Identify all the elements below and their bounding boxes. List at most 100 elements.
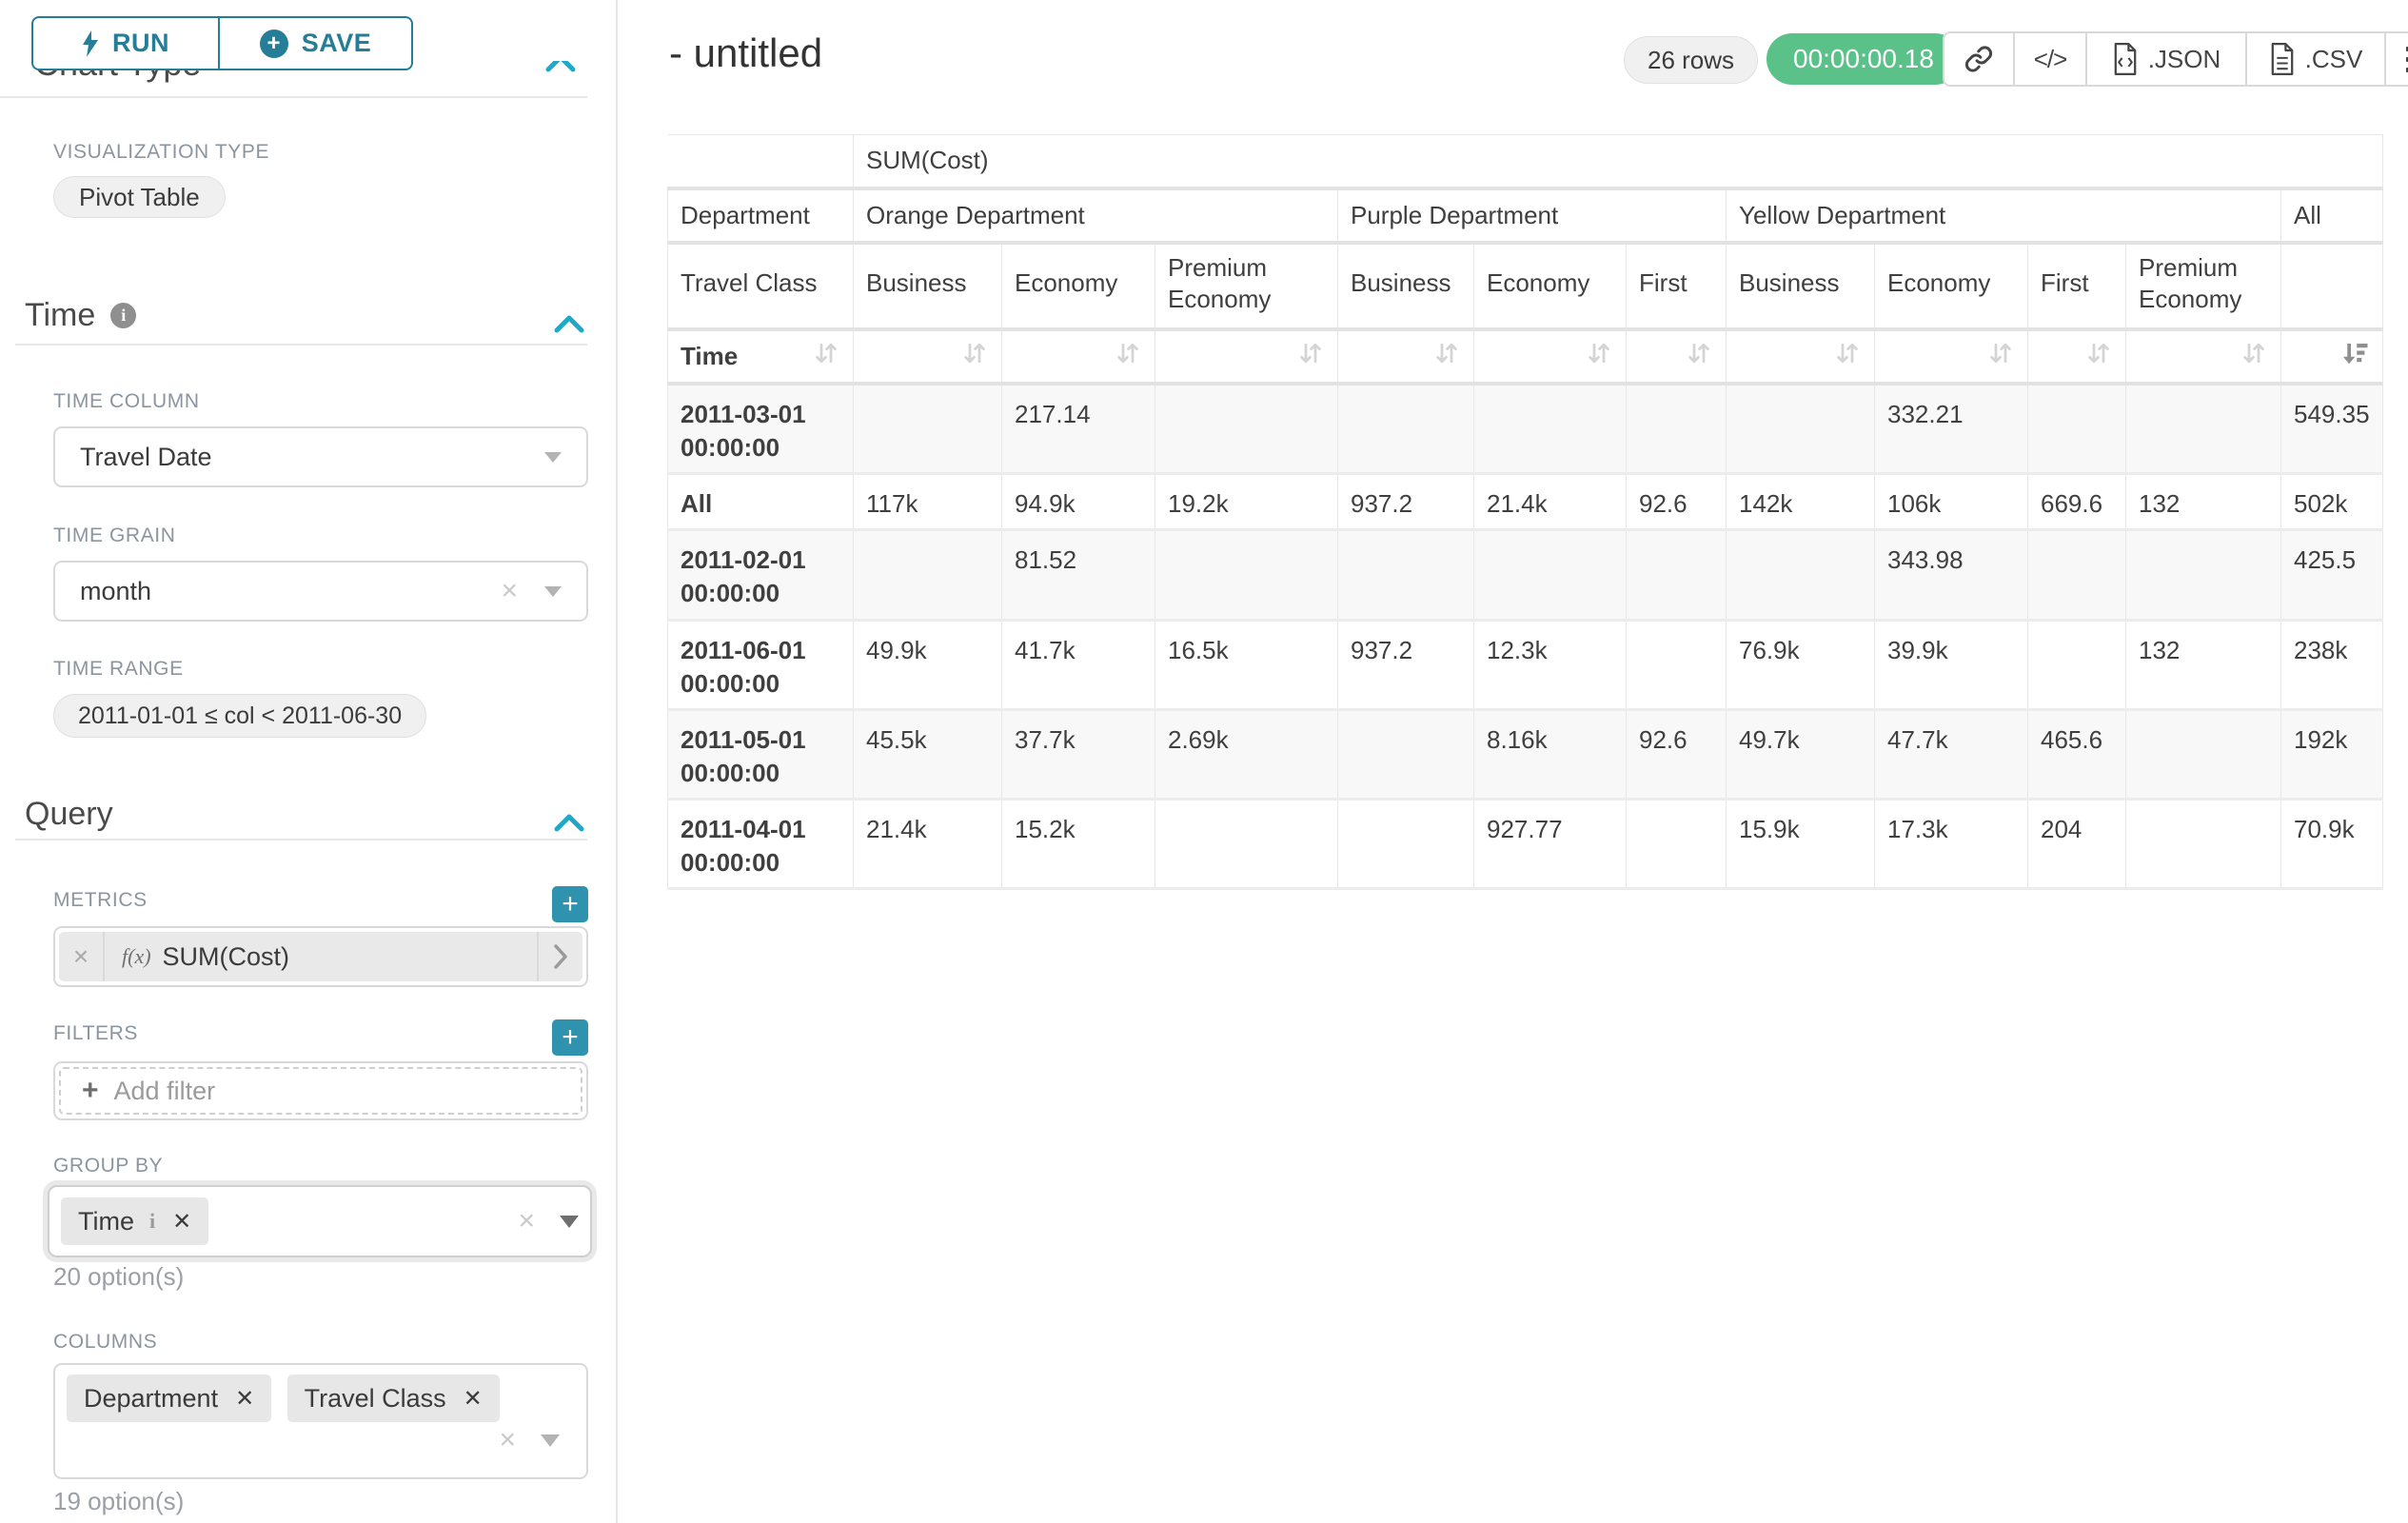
remove-tag-icon[interactable]: ✕ xyxy=(172,1208,192,1235)
group-by-tag: Time i ✕ xyxy=(61,1197,209,1245)
columns-select[interactable]: Department ✕ Travel Class ✕ × xyxy=(53,1363,588,1479)
pivot-row-label: 2011-04-01 00:00:00 xyxy=(667,798,854,891)
remove-tag-icon[interactable]: ✕ xyxy=(235,1385,255,1412)
sort-icon[interactable] xyxy=(1585,339,1613,374)
metric-pill[interactable]: × f(x) SUM(Cost) xyxy=(59,932,582,981)
clear-icon[interactable]: × xyxy=(518,1205,535,1236)
chevron-down-icon[interactable] xyxy=(541,1434,560,1447)
columns-options-hint: 19 option(s) xyxy=(53,1487,185,1515)
chevron-right-icon[interactable] xyxy=(537,932,582,981)
pivot-value-cell xyxy=(1726,383,1875,476)
pivot-value-cell: 81.52 xyxy=(1001,529,1155,622)
time-column-select[interactable]: Travel Date xyxy=(53,426,588,487)
sort-icon-wrap xyxy=(1015,339,1142,374)
pivot-colgroup-header: Yellow Department xyxy=(1726,188,2281,245)
sort-icon[interactable] xyxy=(1833,339,1862,374)
group-by-select[interactable]: Time i ✕ × xyxy=(48,1185,592,1257)
pivot-colgroup-header: All xyxy=(2280,188,2383,245)
sort-icon[interactable] xyxy=(1986,339,2015,374)
pivot-sort-cell xyxy=(2280,328,2383,386)
chevron-up-icon[interactable] xyxy=(544,61,582,73)
chevron-down-icon[interactable] xyxy=(560,1215,579,1228)
pivot-sort-cell xyxy=(853,328,1002,386)
pivot-value-cell xyxy=(2027,619,2126,711)
time-range-label: TIME RANGE xyxy=(53,658,184,680)
sort-icon[interactable] xyxy=(2084,339,2113,374)
sort-descending-icon[interactable] xyxy=(2341,339,2370,374)
sort-icon-wrap xyxy=(1739,339,1862,374)
pivot-data-row: 2011-05-01 00:00:00 45.5k 37.7k 2.69k 8.16k 9… xyxy=(667,708,2383,801)
chart-title[interactable]: - untitled xyxy=(669,30,823,75)
pivot-value-cell: 332.21 xyxy=(1874,383,2028,476)
view-query-button[interactable]: </> xyxy=(2015,33,2087,85)
pivot-value-cell: 41.7k xyxy=(1001,619,1155,711)
pivot-travel-class-row: Travel Class Business Economy Premium Econo… xyxy=(667,242,2383,332)
columns-tag-label: Department xyxy=(84,1383,219,1413)
remove-tag-icon[interactable]: ✕ xyxy=(463,1385,483,1412)
run-button[interactable]: RUN xyxy=(33,18,220,69)
time-grain-select[interactable]: month × xyxy=(53,561,588,622)
sort-icon-wrap xyxy=(1168,339,1325,374)
sort-icon-wrap xyxy=(1639,339,1713,374)
chevron-up-icon[interactable] xyxy=(554,803,584,841)
pivot-value-cell xyxy=(1626,798,1727,891)
visualization-type-value[interactable]: Pivot Table xyxy=(53,176,226,218)
pivot-value-cell: 142k xyxy=(1726,473,1875,532)
sort-icon[interactable] xyxy=(812,339,840,374)
group-by-tag-label: Time xyxy=(78,1206,134,1236)
chevron-up-icon[interactable] xyxy=(554,305,584,342)
link-icon xyxy=(1964,46,1993,72)
pivot-col-header: First xyxy=(2027,242,2126,332)
chevron-down-icon xyxy=(544,451,562,463)
sort-icon[interactable] xyxy=(2240,339,2268,374)
pivot-sort-row: Time xyxy=(667,328,2383,386)
pivot-col-header: Economy xyxy=(1874,242,2028,332)
pivot-value-cell: 132 xyxy=(2125,619,2281,711)
pivot-metric-header: SUM(Cost) xyxy=(853,134,2383,190)
export-json-label: .JSON xyxy=(2147,44,2221,73)
pivot-value-cell: 937.2 xyxy=(1337,619,1474,711)
save-button[interactable]: + SAVE xyxy=(220,18,411,69)
pivot-value-cell: 132 xyxy=(2125,473,2281,532)
pivot-data-row: All 117k 94.9k 19.2k 937.2 21.4k 92.6 142k 106k 6… xyxy=(667,473,2383,532)
clear-icon[interactable]: × xyxy=(501,575,518,606)
pivot-sort-cell xyxy=(1337,328,1474,386)
export-csv-button[interactable]: .CSV xyxy=(2247,33,2386,85)
sort-icon[interactable] xyxy=(960,339,989,374)
pivot-col-header: Business xyxy=(853,242,1002,332)
pivot-row-label: 2011-06-01 00:00:00 xyxy=(667,619,854,711)
clear-icon[interactable]: × xyxy=(499,1424,516,1455)
pivot-data-row: 2011-03-01 00:00:00 217.14 332.21 549.35 xyxy=(667,383,2383,476)
pivot-row-label: 2011-02-01 00:00:00 xyxy=(667,529,854,622)
pivot-row-label: 2011-03-01 00:00:00 xyxy=(667,383,854,476)
pivot-value-cell xyxy=(2125,529,2281,622)
pivot-colgroup-header: Orange Department xyxy=(853,188,1338,245)
metric-name: SUM(Cost) xyxy=(162,941,290,971)
pivot-value-cell: 117k xyxy=(853,473,1002,532)
more-options-button[interactable] xyxy=(2386,33,2408,85)
pivot-value-cell xyxy=(2027,529,2126,622)
remove-metric-icon[interactable]: × xyxy=(59,932,105,981)
divider xyxy=(15,344,587,346)
add-filter-button[interactable]: + xyxy=(552,1019,588,1056)
pivot-data-row: 2011-04-01 00:00:00 21.4k 15.2k 927.77 15.9k… xyxy=(667,798,2383,891)
pivot-col-header xyxy=(2280,242,2383,332)
pivot-metric-row: SUM(Cost) xyxy=(667,134,2383,190)
pivot-value-cell: 425.5 xyxy=(2280,529,2383,622)
time-grain-label: TIME GRAIN xyxy=(53,524,176,546)
sort-icon-wrap xyxy=(1887,339,2015,374)
metrics-container: × f(x) SUM(Cost) xyxy=(53,926,588,987)
columns-tag-label: Travel Class xyxy=(304,1383,446,1413)
info-icon: i xyxy=(110,303,137,328)
sort-icon[interactable] xyxy=(1432,339,1461,374)
time-range-value[interactable]: 2011-01-01 ≤ col < 2011-06-30 xyxy=(53,694,427,738)
pivot-value-cell: 549.35 xyxy=(2280,383,2383,476)
sort-icon[interactable] xyxy=(1114,339,1142,374)
sort-icon[interactable] xyxy=(1296,339,1325,374)
copy-link-button[interactable] xyxy=(1944,33,2015,85)
sort-icon[interactable] xyxy=(1685,339,1713,374)
export-json-button[interactable]: .JSON xyxy=(2087,33,2247,85)
add-filter-dropzone[interactable]: + Add filter xyxy=(59,1067,582,1115)
add-metric-button[interactable]: + xyxy=(552,886,588,922)
pivot-table: SUM(Cost) Department Orange Department Purp… xyxy=(667,134,2383,891)
